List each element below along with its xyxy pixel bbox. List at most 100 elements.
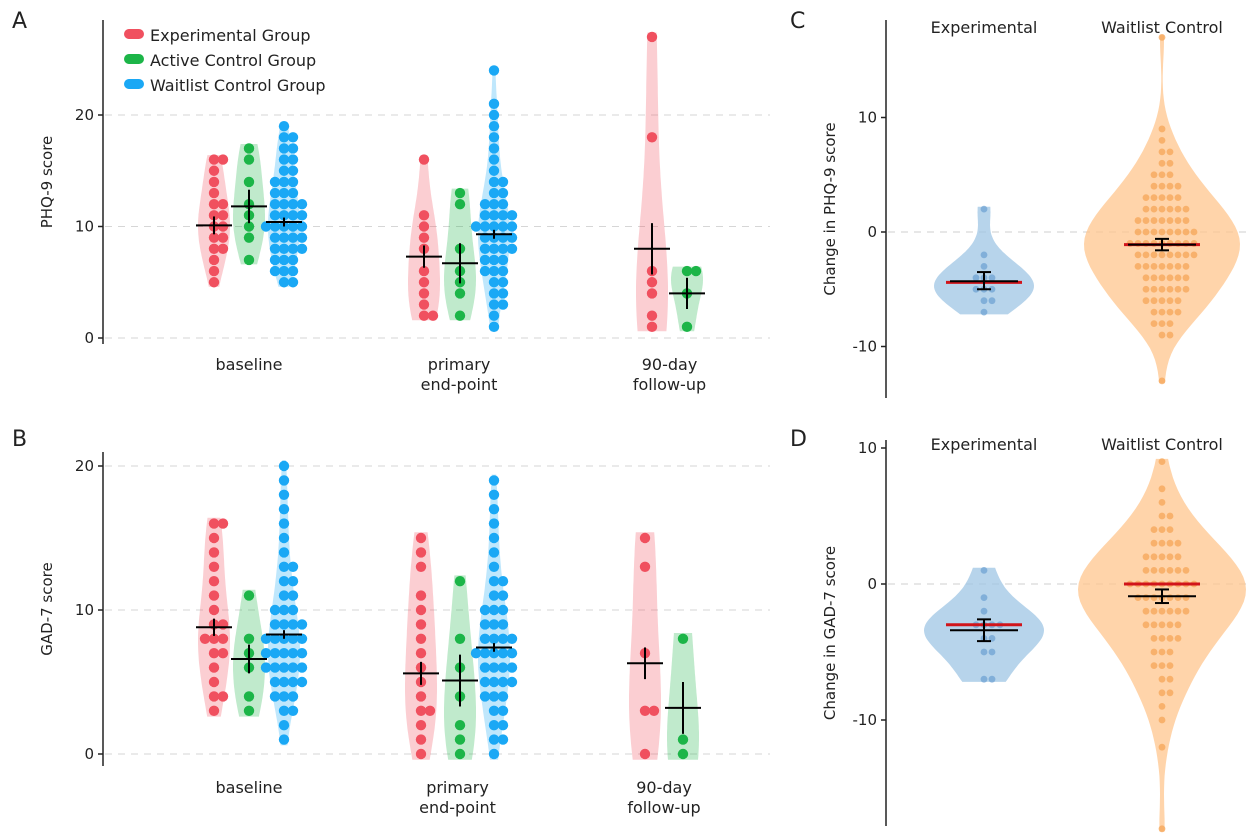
panel-c-point-waitlist-control: [1150, 274, 1158, 282]
panel-b-point-waitlist_control: [488, 532, 500, 544]
panel-a-point-experimental: [217, 154, 229, 165]
legend-label-waitlist_control: Waitlist Control Group: [150, 76, 326, 95]
panel-d-point-waitlist-control: [1142, 621, 1150, 629]
panel-a-point-active_control: [690, 265, 702, 277]
panel-b-point-experimental: [639, 705, 651, 716]
panel-a-point-waitlist_control: [278, 132, 290, 143]
panel-c-point-waitlist-control: [1174, 182, 1182, 190]
panel-b-point-experimental: [208, 576, 220, 587]
panel-b-point-active_control: [243, 590, 255, 601]
panel-b-point-waitlist_control: [278, 547, 290, 558]
panel-c-point-waitlist-control: [1158, 137, 1166, 144]
panel-b-point-waitlist_control: [488, 547, 500, 558]
panel-d-point-waitlist-control: [1142, 553, 1150, 561]
panel-a-point-active_control: [243, 221, 255, 232]
panel-b-violin-experimental: [198, 517, 230, 717]
panel-c-point-waitlist-control: [1190, 251, 1198, 259]
panel-a-point-waitlist_control: [287, 221, 299, 232]
panel-c-point-experimental: [972, 285, 980, 293]
panel-d-point-waitlist-control: [1150, 567, 1158, 574]
panel-d-point-waitlist-control: [1158, 648, 1166, 656]
panel-b-point-experimental: [639, 748, 651, 760]
panel-c-point-waitlist-control: [1150, 228, 1158, 236]
panel-b-point-active_control: [677, 734, 689, 745]
panel-b-point-waitlist_control: [488, 676, 500, 688]
panel-b-point-waitlist_control: [296, 662, 308, 673]
panel-b-point-active_control: [454, 734, 466, 745]
panel-b-point-active_control: [243, 705, 255, 716]
panel-b-point-experimental: [208, 691, 220, 702]
panel-c-point-waitlist-control: [1158, 320, 1166, 327]
panel-b-point-experimental: [208, 547, 220, 558]
panel-a-category-label: primary: [428, 355, 491, 374]
panel-c-point-waitlist-control: [1182, 274, 1190, 282]
panel-a-point-waitlist_control: [287, 232, 299, 243]
panel-d-point-waitlist-control: [1158, 539, 1166, 547]
panel-d-point-waitlist-control: [1158, 485, 1166, 493]
panel-c-point-waitlist-control: [1150, 251, 1158, 259]
panel-c-point-waitlist-control: [1166, 320, 1174, 327]
panel-c-point-waitlist-control: [1158, 125, 1166, 133]
panel-c-point-waitlist-control: [1158, 148, 1166, 156]
panel-b-point-waitlist_control: [488, 633, 500, 644]
panel-b-point-waitlist_control: [470, 648, 482, 659]
panel-d-column-header-experimental: Experimental: [931, 435, 1038, 454]
panel-a-point-experimental: [208, 187, 220, 199]
panel-b-point-waitlist_control: [488, 604, 500, 616]
panel-a-point-experimental: [208, 232, 220, 243]
panel-b-point-waitlist_control: [497, 648, 509, 659]
panel-c-column-header-waitlist-control: Waitlist Control: [1101, 18, 1223, 37]
panel-b-point-waitlist_control: [479, 648, 491, 659]
panel-d-point-waitlist-control: [1150, 553, 1158, 561]
panel-a-point-waitlist_control: [278, 176, 290, 188]
panel-a-point-active_control: [243, 254, 255, 266]
panel-b-point-experimental: [415, 547, 427, 558]
panel-b-point-experimental: [415, 619, 427, 630]
panel-d-point-waitlist-control: [1182, 594, 1190, 601]
panel-a-point-waitlist_control: [296, 232, 308, 243]
panel-b-point-waitlist_control: [488, 748, 500, 760]
panel-b-point-waitlist_control: [269, 676, 281, 688]
panel-a-point-waitlist_control: [479, 221, 491, 232]
panel-b-point-waitlist_control: [479, 619, 491, 630]
panel-c-point-waitlist-control: [1150, 308, 1158, 316]
panel-a-point-waitlist_control: [488, 120, 500, 132]
panel-c-point-waitlist-control: [1182, 205, 1190, 213]
panel-d-point-waitlist-control: [1150, 662, 1158, 669]
panel-c-point-experimental: [980, 205, 988, 213]
panel-a-point-waitlist_control: [479, 199, 491, 210]
panel-b-point-waitlist_control: [260, 662, 272, 673]
panel-c-point-waitlist-control: [1158, 331, 1166, 339]
panel-b-point-waitlist_control: [287, 576, 299, 587]
summary-statistics: [196, 189, 1200, 734]
panel-a-point-waitlist_control: [296, 243, 308, 254]
panel-b-point-waitlist_control: [497, 734, 509, 745]
panel-b-point-waitlist_control: [278, 504, 290, 515]
panel-b-point-experimental: [415, 748, 427, 760]
panel-b-point-waitlist_control: [497, 604, 509, 616]
panel-c-point-waitlist-control: [1174, 308, 1182, 316]
panel-a-point-waitlist_control: [269, 221, 281, 232]
panel-a-point-waitlist_control: [269, 199, 281, 210]
panel-d-point-waitlist-control: [1158, 553, 1166, 561]
panel-d-point-waitlist-control: [1150, 539, 1158, 547]
panel-c-point-waitlist-control: [1158, 171, 1166, 179]
panel-a-point-waitlist_control: [488, 277, 500, 288]
panel-a-point-waitlist_control: [488, 265, 500, 277]
panel-b-point-experimental: [208, 590, 220, 601]
panel-b-point-experimental: [415, 561, 427, 572]
panel-b-point-waitlist_control: [506, 676, 518, 688]
panel-a-point-experimental: [418, 310, 430, 321]
panel-c-point-waitlist-control: [1142, 251, 1150, 259]
panel-b-point-waitlist_control: [278, 590, 290, 601]
panel-a-point-waitlist_control: [488, 243, 500, 254]
panel-c-y-axis-label: Change in PHQ-9 score: [821, 122, 839, 295]
panel-a-point-waitlist_control: [278, 165, 290, 176]
panel-b-point-experimental: [424, 705, 436, 716]
panel-a-point-waitlist_control: [287, 277, 299, 288]
panel-d-point-waitlist-control: [1158, 743, 1166, 751]
panel-d-point-experimental: [980, 648, 988, 656]
panel-b-point-active_control: [243, 633, 255, 644]
panel-d-point-waitlist-control: [1174, 539, 1182, 547]
panel-a-point-active_control: [243, 176, 255, 188]
